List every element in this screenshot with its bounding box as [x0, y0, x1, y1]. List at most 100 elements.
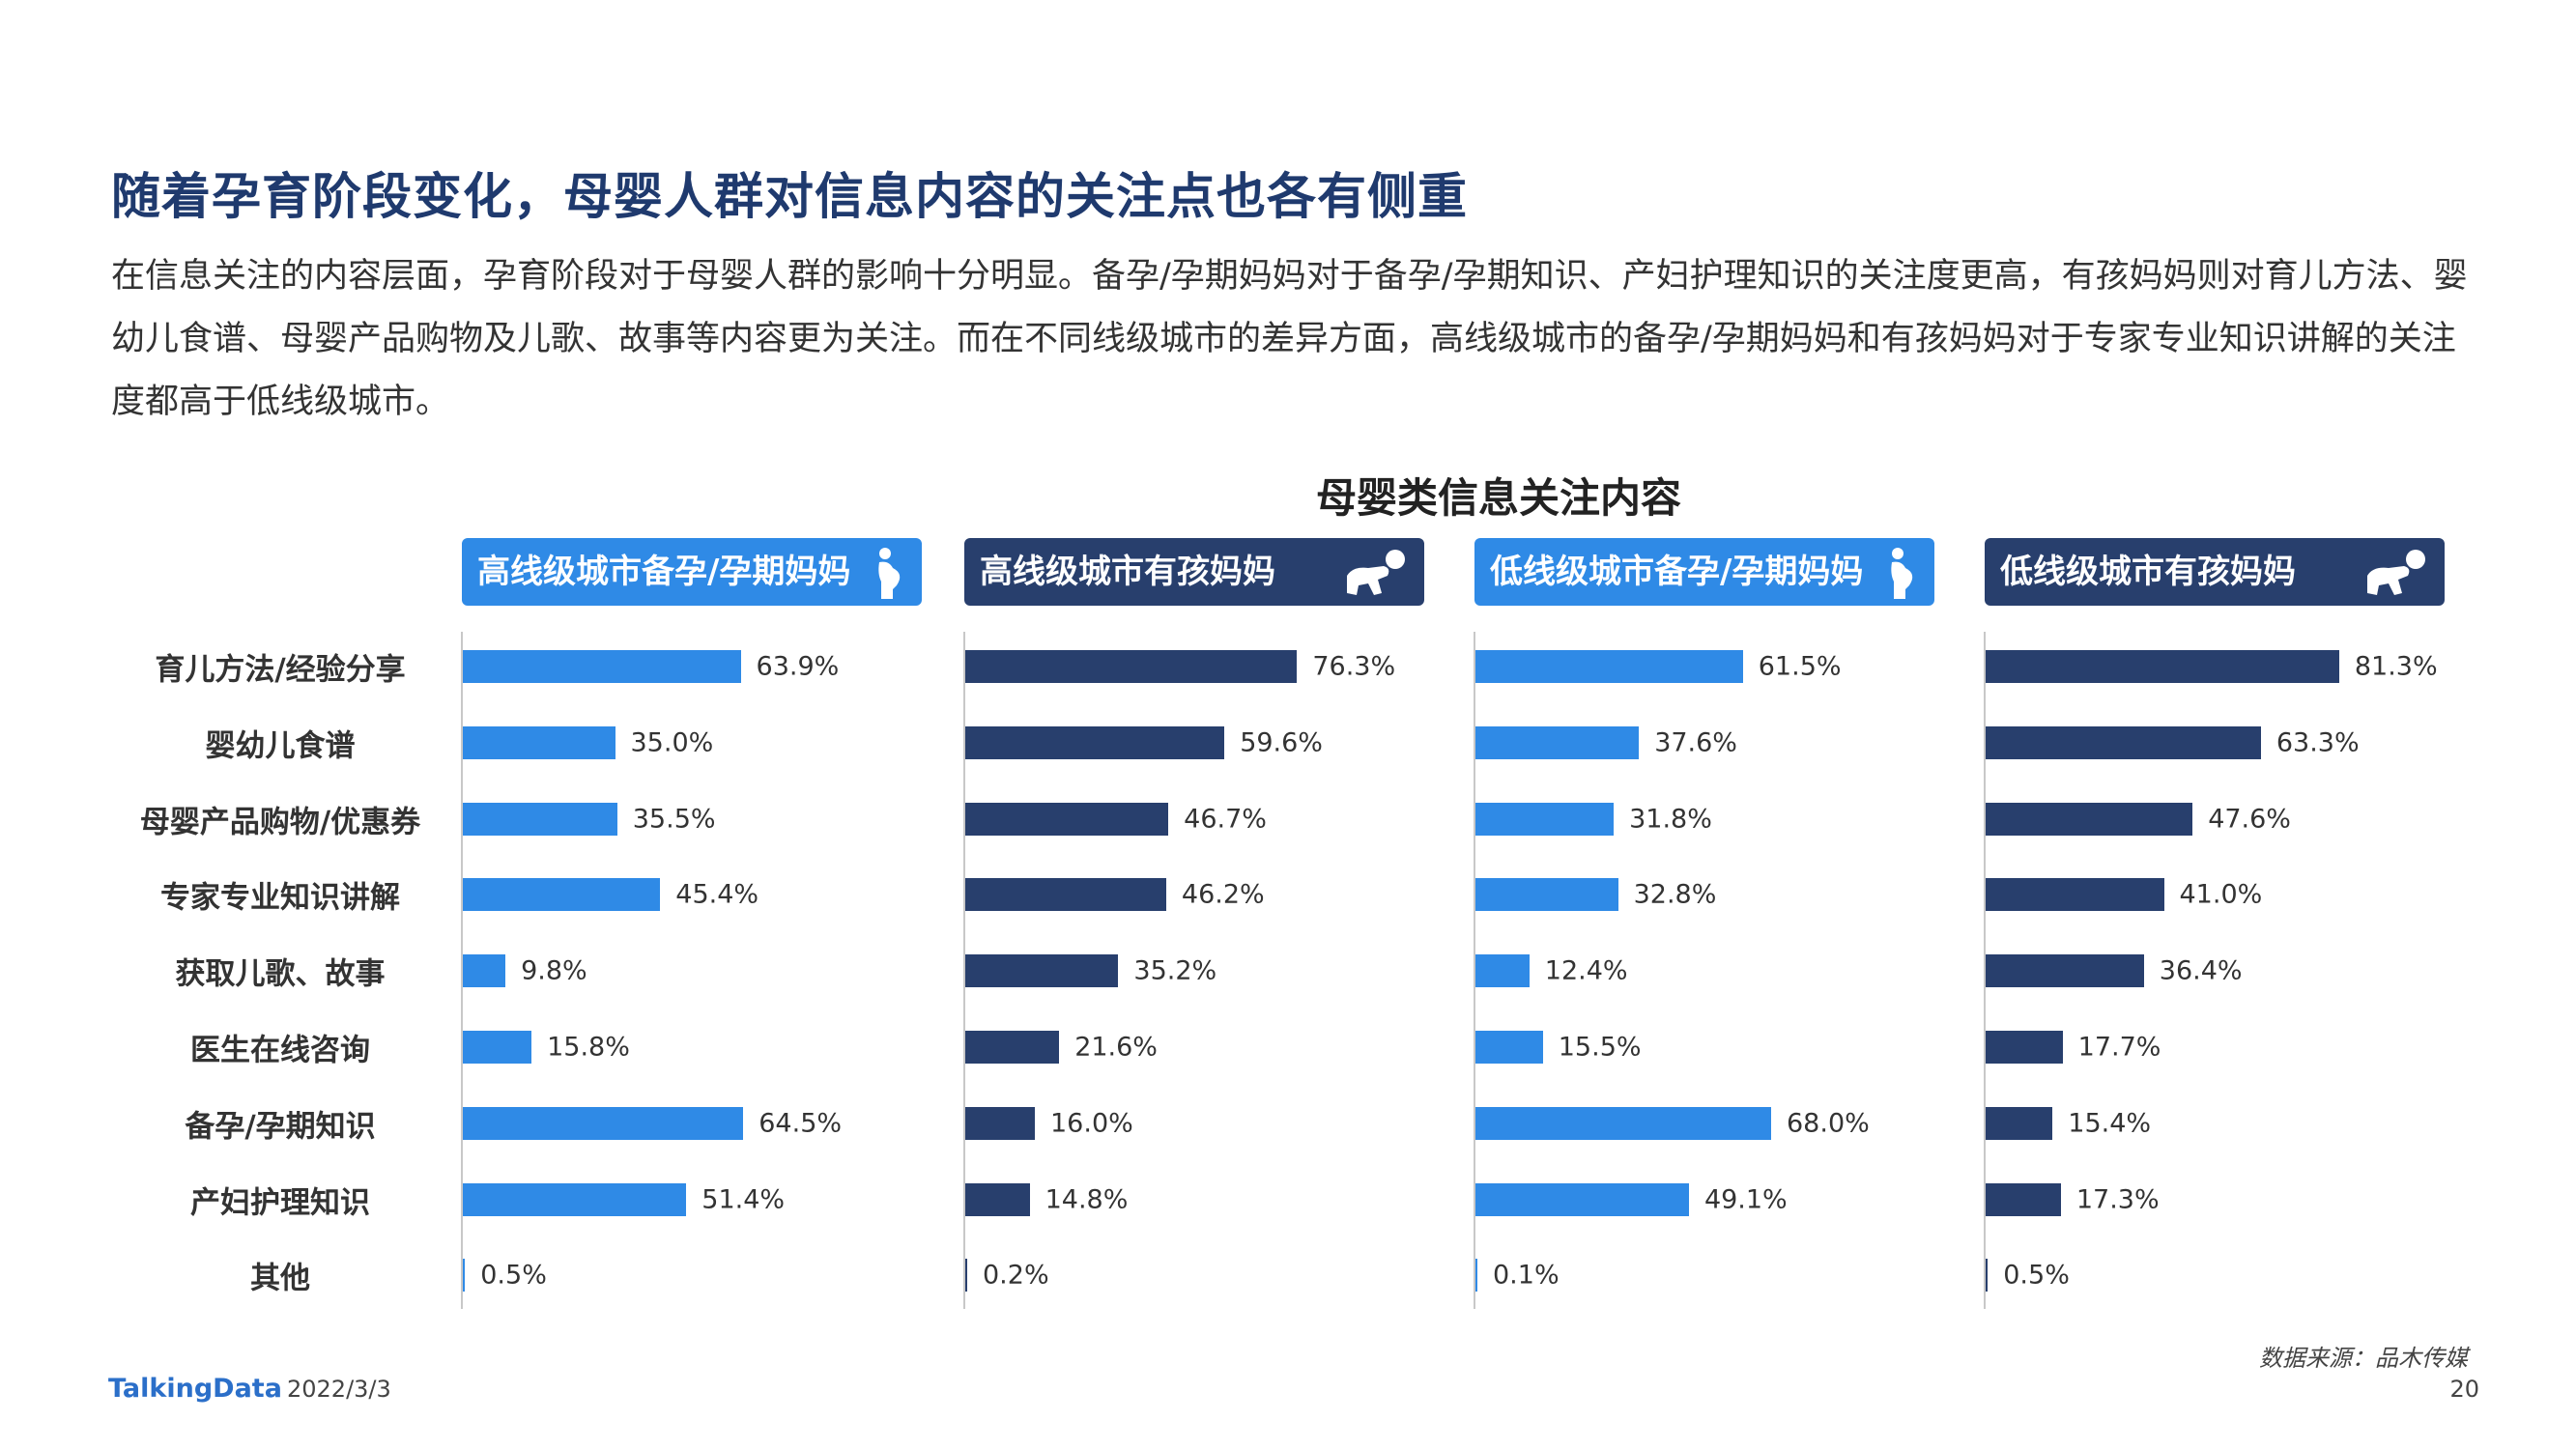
category-label: 产妇护理知识	[190, 1185, 370, 1221]
bar	[1475, 650, 1743, 683]
value-label: 21.6%	[1074, 1032, 1158, 1063]
category-label: 获取儿歌、故事	[175, 956, 386, 992]
page-title: 随着孕育阶段变化，母婴人群对信息内容的关注点也各有侧重	[111, 169, 1469, 226]
category-label: 专家专业知识讲解	[160, 880, 400, 916]
category-label: 其他	[250, 1261, 310, 1296]
value-label: 68.0%	[1787, 1108, 1870, 1139]
axis-line	[1474, 632, 1475, 1309]
category-label: 备孕/孕期知识	[185, 1109, 376, 1145]
bar	[1986, 1182, 2061, 1216]
value-label: 15.5%	[1558, 1032, 1642, 1063]
value-label: 0.5%	[480, 1260, 547, 1291]
bar	[1475, 878, 1618, 912]
category-label: 医生在线咨询	[190, 1033, 370, 1068]
crawling-baby-icon	[2360, 547, 2429, 620]
value-label: 17.3%	[2075, 1184, 2160, 1215]
category-label: 母婴产品购物/优惠券	[139, 805, 421, 840]
value-label: 35.0%	[630, 727, 714, 758]
bar	[463, 1031, 532, 1064]
bar	[965, 650, 1298, 683]
bar	[1986, 954, 2144, 988]
bar	[965, 1031, 1060, 1064]
value-label: 9.8%	[521, 955, 587, 986]
bar	[1475, 1182, 1689, 1216]
value-label: 0.5%	[2003, 1260, 2070, 1291]
axis-line	[1984, 632, 1986, 1309]
crawling-baby-icon	[1339, 547, 1409, 620]
category-label: 育儿方法/经验分享	[155, 652, 406, 688]
series-name: 高线级城市有孩妈妈	[980, 553, 1275, 591]
value-label: 76.3%	[1312, 651, 1396, 682]
bar	[1475, 802, 1615, 836]
talkingdata-logo: TalkingData	[108, 1374, 282, 1404]
bar	[463, 802, 617, 836]
bar	[1475, 1106, 1771, 1140]
value-label: 14.8%	[1045, 1184, 1129, 1215]
series-name: 低线级城市备孕/孕期妈妈	[1490, 553, 1864, 591]
value-label: 49.1%	[1703, 1184, 1788, 1215]
value-label: 0.1%	[1493, 1260, 1560, 1291]
bar	[1475, 954, 1530, 988]
value-label: 35.2%	[1133, 955, 1217, 986]
bar	[965, 1259, 967, 1293]
value-label: 15.8%	[547, 1032, 630, 1063]
bar	[1986, 1031, 2063, 1064]
data-source: 数据来源：品木传媒	[2259, 1345, 2468, 1372]
value-label: 16.0%	[1050, 1108, 1133, 1139]
value-label: 36.4%	[2159, 955, 2243, 986]
pregnant-woman-icon	[1886, 547, 1919, 622]
bar	[965, 725, 1225, 759]
value-label: 32.8%	[1633, 879, 1717, 910]
bar	[965, 802, 1169, 836]
bar	[463, 1106, 744, 1140]
value-label: 63.9%	[756, 651, 840, 682]
page-number: 20	[2449, 1376, 2479, 1403]
bar	[1475, 725, 1640, 759]
value-label: 81.3%	[2354, 651, 2438, 682]
panel-header: 低线级城市备孕/孕期妈妈	[1474, 538, 1934, 606]
bar	[1475, 1259, 1477, 1293]
bar	[1986, 650, 2339, 683]
value-label: 37.6%	[1654, 727, 1737, 758]
value-label: 45.4%	[675, 879, 759, 910]
pregnant-woman-icon	[873, 547, 906, 622]
value-label: 63.3%	[2275, 727, 2360, 758]
bar	[965, 1182, 1030, 1216]
value-label: 31.8%	[1629, 804, 1712, 835]
chart-title: 母婴类信息关注内容	[1315, 474, 1681, 522]
bar	[1986, 725, 2261, 759]
bar	[965, 954, 1119, 988]
value-label: 12.4%	[1544, 955, 1628, 986]
value-label: 35.5%	[632, 804, 716, 835]
value-label: 51.4%	[701, 1184, 786, 1215]
description-paragraph: 在信息关注的内容层面，孕育阶段对于母婴人群的影响十分明显。备孕/孕期妈妈对于备孕…	[111, 257, 2468, 421]
value-label: 64.5%	[758, 1108, 843, 1139]
value-label: 47.6%	[2208, 804, 2291, 835]
bar	[965, 1106, 1035, 1140]
value-label: 41.0%	[2179, 879, 2263, 910]
bar	[1986, 878, 2164, 912]
bar	[1986, 1106, 2053, 1140]
bar	[463, 1259, 466, 1293]
series-name: 高线级城市备孕/孕期妈妈	[477, 553, 851, 591]
category-label: 婴幼儿食谱	[205, 728, 356, 764]
value-label: 59.6%	[1240, 727, 1323, 758]
bar	[463, 725, 615, 759]
bar	[463, 1182, 687, 1216]
axis-line	[963, 632, 965, 1309]
bar	[1475, 1031, 1543, 1064]
bar	[1986, 802, 2193, 836]
value-label: 61.5%	[1758, 651, 1842, 682]
value-label: 46.7%	[1184, 804, 1267, 835]
value-label: 15.4%	[2068, 1108, 2152, 1139]
axis-line	[461, 632, 463, 1309]
bar	[463, 650, 741, 683]
bar	[463, 954, 506, 988]
bar	[463, 878, 661, 912]
panel-header: 低线级城市有孩妈妈	[1985, 538, 2445, 606]
series-name: 低线级城市有孩妈妈	[2000, 553, 2296, 591]
panel-header: 高线级城市有孩妈妈	[964, 538, 1424, 606]
footer-date: 2022/3/3	[287, 1376, 391, 1403]
value-label: 17.7%	[2077, 1032, 2161, 1063]
value-label: 0.2%	[983, 1260, 1049, 1291]
